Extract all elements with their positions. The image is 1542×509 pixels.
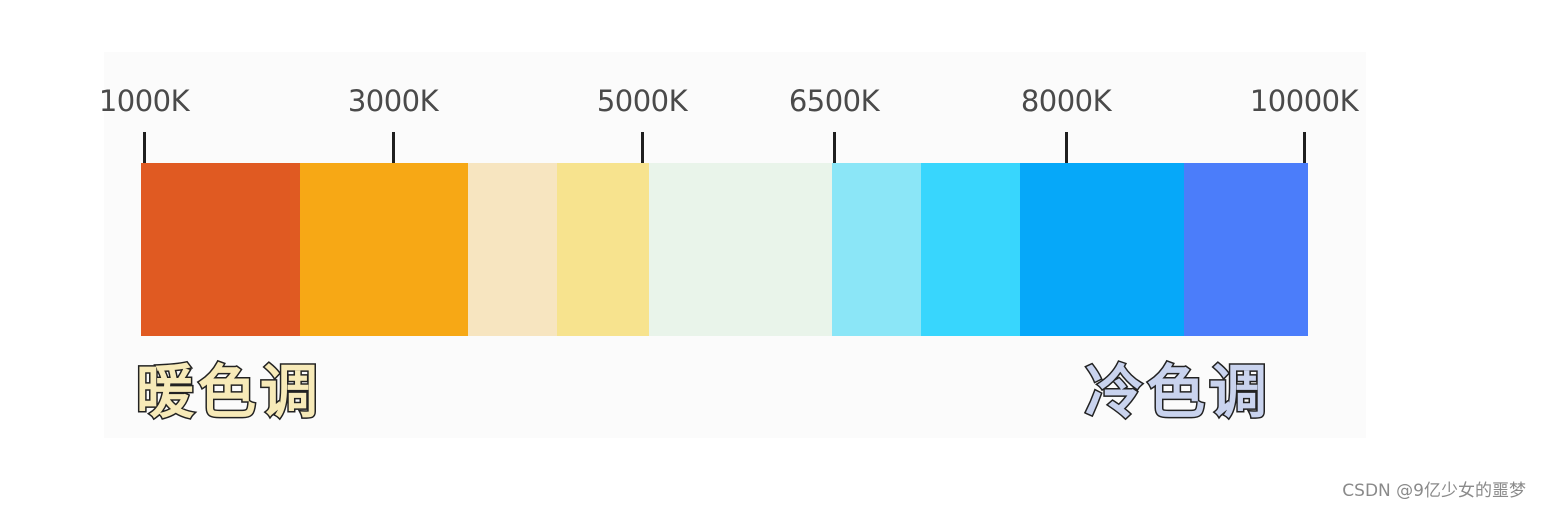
tick-label: 5000K (596, 84, 688, 118)
color-temperature-strip (141, 163, 1308, 336)
cool-tone-label: 冷色调 (1083, 357, 1272, 428)
tick-label: 3000K (347, 84, 439, 118)
watermark: CSDN @9亿少女的噩梦 (1342, 481, 1526, 501)
tick-mark (833, 132, 836, 166)
tick-label: 10000K (1249, 84, 1359, 118)
swatch-pale-peach (468, 163, 557, 336)
tick-mark (143, 132, 146, 166)
swatch-deep-orange (141, 163, 300, 336)
swatch-pale-cyan (832, 163, 921, 336)
swatch-blue (1020, 163, 1184, 336)
tick-mark (641, 132, 644, 166)
tick-label: 6500K (788, 84, 880, 118)
tick-mark (1065, 132, 1068, 166)
swatch-near-white (649, 163, 832, 336)
warm-tone-label: 暖色调 (134, 357, 323, 428)
tick-mark (1303, 132, 1306, 166)
tick-mark (392, 132, 395, 166)
swatch-indigo (1184, 163, 1308, 336)
swatch-orange (300, 163, 468, 336)
swatch-cyan (921, 163, 1020, 336)
tick-label: 8000K (1020, 84, 1112, 118)
swatch-light-yellow (557, 163, 649, 336)
tick-label: 1000K (98, 84, 190, 118)
